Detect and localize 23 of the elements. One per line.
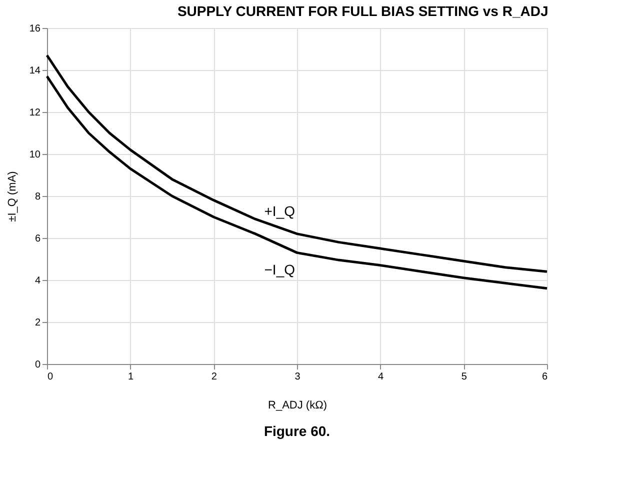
y-tick-label: 14 [29, 66, 41, 76]
x-axis-title: R_ADJ (kΩ) [268, 400, 327, 412]
x-tick-label: 0 [48, 372, 54, 382]
x-tick-label: 4 [378, 372, 384, 382]
chart-title: SUPPLY CURRENT FOR FULL BIAS SETTING vs R_ADJ [177, 3, 548, 19]
x-tick-label: 6 [542, 372, 548, 382]
y-tick-label: 2 [34, 318, 41, 328]
x-tick-label: 1 [128, 372, 134, 382]
y-tick-label: 4 [34, 276, 41, 286]
y-tick-label: 16 [29, 24, 41, 34]
y-tick-label: 6 [34, 234, 41, 244]
x-tick-label: 3 [294, 372, 301, 382]
y-tick-label: 8 [34, 192, 41, 202]
x-tick-label: 2 [211, 372, 218, 382]
line-series [46, 75, 548, 290]
series-label: −I_Q [264, 262, 296, 278]
series-label: +I_Q [264, 202, 296, 219]
y-tick-label: 0 [34, 360, 41, 370]
caption: Figure 60. [264, 423, 330, 439]
y-axis-title: ±I_Q (mA) [6, 171, 18, 222]
y-tick-label: 12 [29, 108, 41, 118]
y-tick-label: 10 [29, 150, 41, 160]
x-tick-label: 5 [461, 372, 468, 382]
